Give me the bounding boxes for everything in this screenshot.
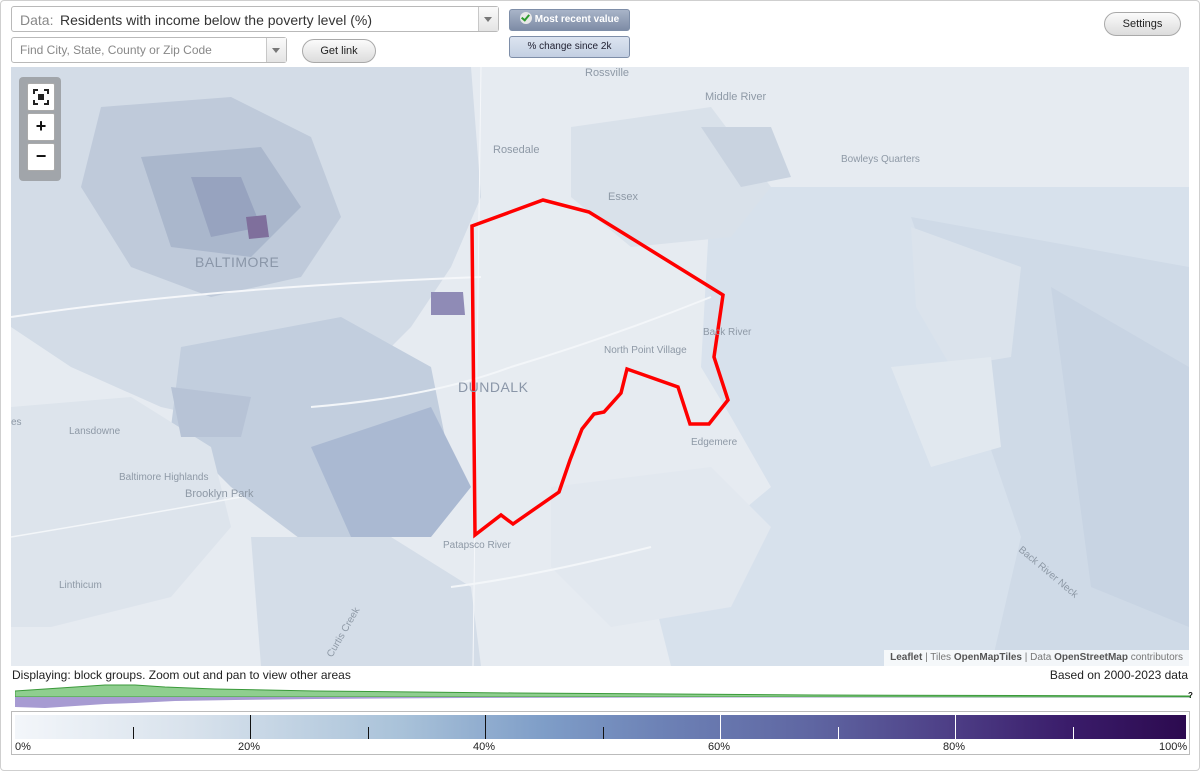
zoom-controls: + − <box>19 77 61 181</box>
place-label: Back River <box>703 327 752 338</box>
chevron-down-icon[interactable] <box>266 38 286 62</box>
place-label: Essex <box>608 191 638 203</box>
place-label: Brooklyn Park <box>185 488 254 500</box>
fullscreen-icon[interactable] <box>27 83 55 111</box>
tiles-link[interactable]: OpenMapTiles <box>953 652 1022 663</box>
place-label: BALTIMORE <box>195 254 280 270</box>
legend-label: 80% <box>943 741 966 753</box>
most-recent-value-toggle[interactable]: Most recent value <box>509 9 630 31</box>
legend-tick <box>720 715 721 739</box>
legend-tick <box>955 715 956 739</box>
legend-tick <box>133 727 134 739</box>
location-search[interactable] <box>11 37 287 63</box>
legend-tick <box>250 715 251 739</box>
color-legend: 0% 20% 40% 60% 80% 100% <box>11 711 1190 755</box>
legend-tick <box>485 715 486 739</box>
settings-button[interactable]: Settings <box>1104 12 1181 36</box>
zoom-in-button[interactable]: + <box>27 113 55 141</box>
unknown-value-mark: ? <box>1188 691 1193 700</box>
data-select-value: Residents with income below the poverty … <box>60 12 373 28</box>
place-label: Baltimore Highlands <box>119 472 209 483</box>
percent-change-toggle[interactable]: % change since 2k <box>509 36 630 58</box>
place-label: es <box>11 417 22 428</box>
get-link-button[interactable]: Get link <box>302 39 376 63</box>
attribution-text: contributors <box>1127 652 1183 663</box>
legend-label: 60% <box>708 741 731 753</box>
map-tiles <box>11 67 1189 666</box>
search-input[interactable] <box>12 38 278 62</box>
legend-label: 40% <box>473 741 496 753</box>
checkmark-icon <box>519 12 532 24</box>
place-label: North Point Village <box>604 345 687 356</box>
attribution-text: | Tiles <box>922 652 954 663</box>
map-canvas[interactable]: Rossville Middle River Rosedale Bowleys … <box>11 67 1189 666</box>
data-select[interactable]: Data: Residents with income below the po… <box>11 6 499 32</box>
data-range-note: Based on 2000-2023 data <box>1049 668 1188 682</box>
legend-tick <box>603 727 604 739</box>
legend-gradient <box>15 715 1186 739</box>
legend-label: 0% <box>15 741 31 753</box>
place-label: DUNDALK <box>458 379 529 395</box>
attribution-text: | Data <box>1022 652 1055 663</box>
data-select-label: Data: <box>20 12 54 28</box>
place-label: Rossville <box>585 67 630 79</box>
distribution-histogram <box>15 684 1191 708</box>
zoom-out-button[interactable]: − <box>27 143 55 171</box>
most-recent-label: Most recent value <box>534 14 620 25</box>
chevron-down-icon[interactable] <box>478 7 498 31</box>
leaflet-link[interactable]: Leaflet <box>890 652 923 663</box>
place-label: Rosedale <box>493 144 540 156</box>
legend-tick <box>368 727 369 739</box>
place-label: Linthicum <box>59 580 102 591</box>
osm-link[interactable]: OpenStreetMap <box>1054 652 1128 663</box>
place-label: Bowleys Quarters <box>841 154 920 165</box>
place-label: Patapsco River <box>443 540 511 551</box>
place-label: Edgemere <box>691 437 738 448</box>
place-label: Lansdowne <box>69 426 121 437</box>
highlight-outline <box>470 198 730 539</box>
legend-tick <box>1073 727 1074 739</box>
legend-label: 20% <box>238 741 261 753</box>
legend-label: 100% <box>1159 741 1188 753</box>
display-note: Displaying: block groups. Zoom out and p… <box>12 668 351 682</box>
map-attribution: Leaflet | Tiles OpenMapTiles | Data Open… <box>884 650 1189 666</box>
place-label: Middle River <box>705 91 767 103</box>
legend-tick <box>838 727 839 739</box>
